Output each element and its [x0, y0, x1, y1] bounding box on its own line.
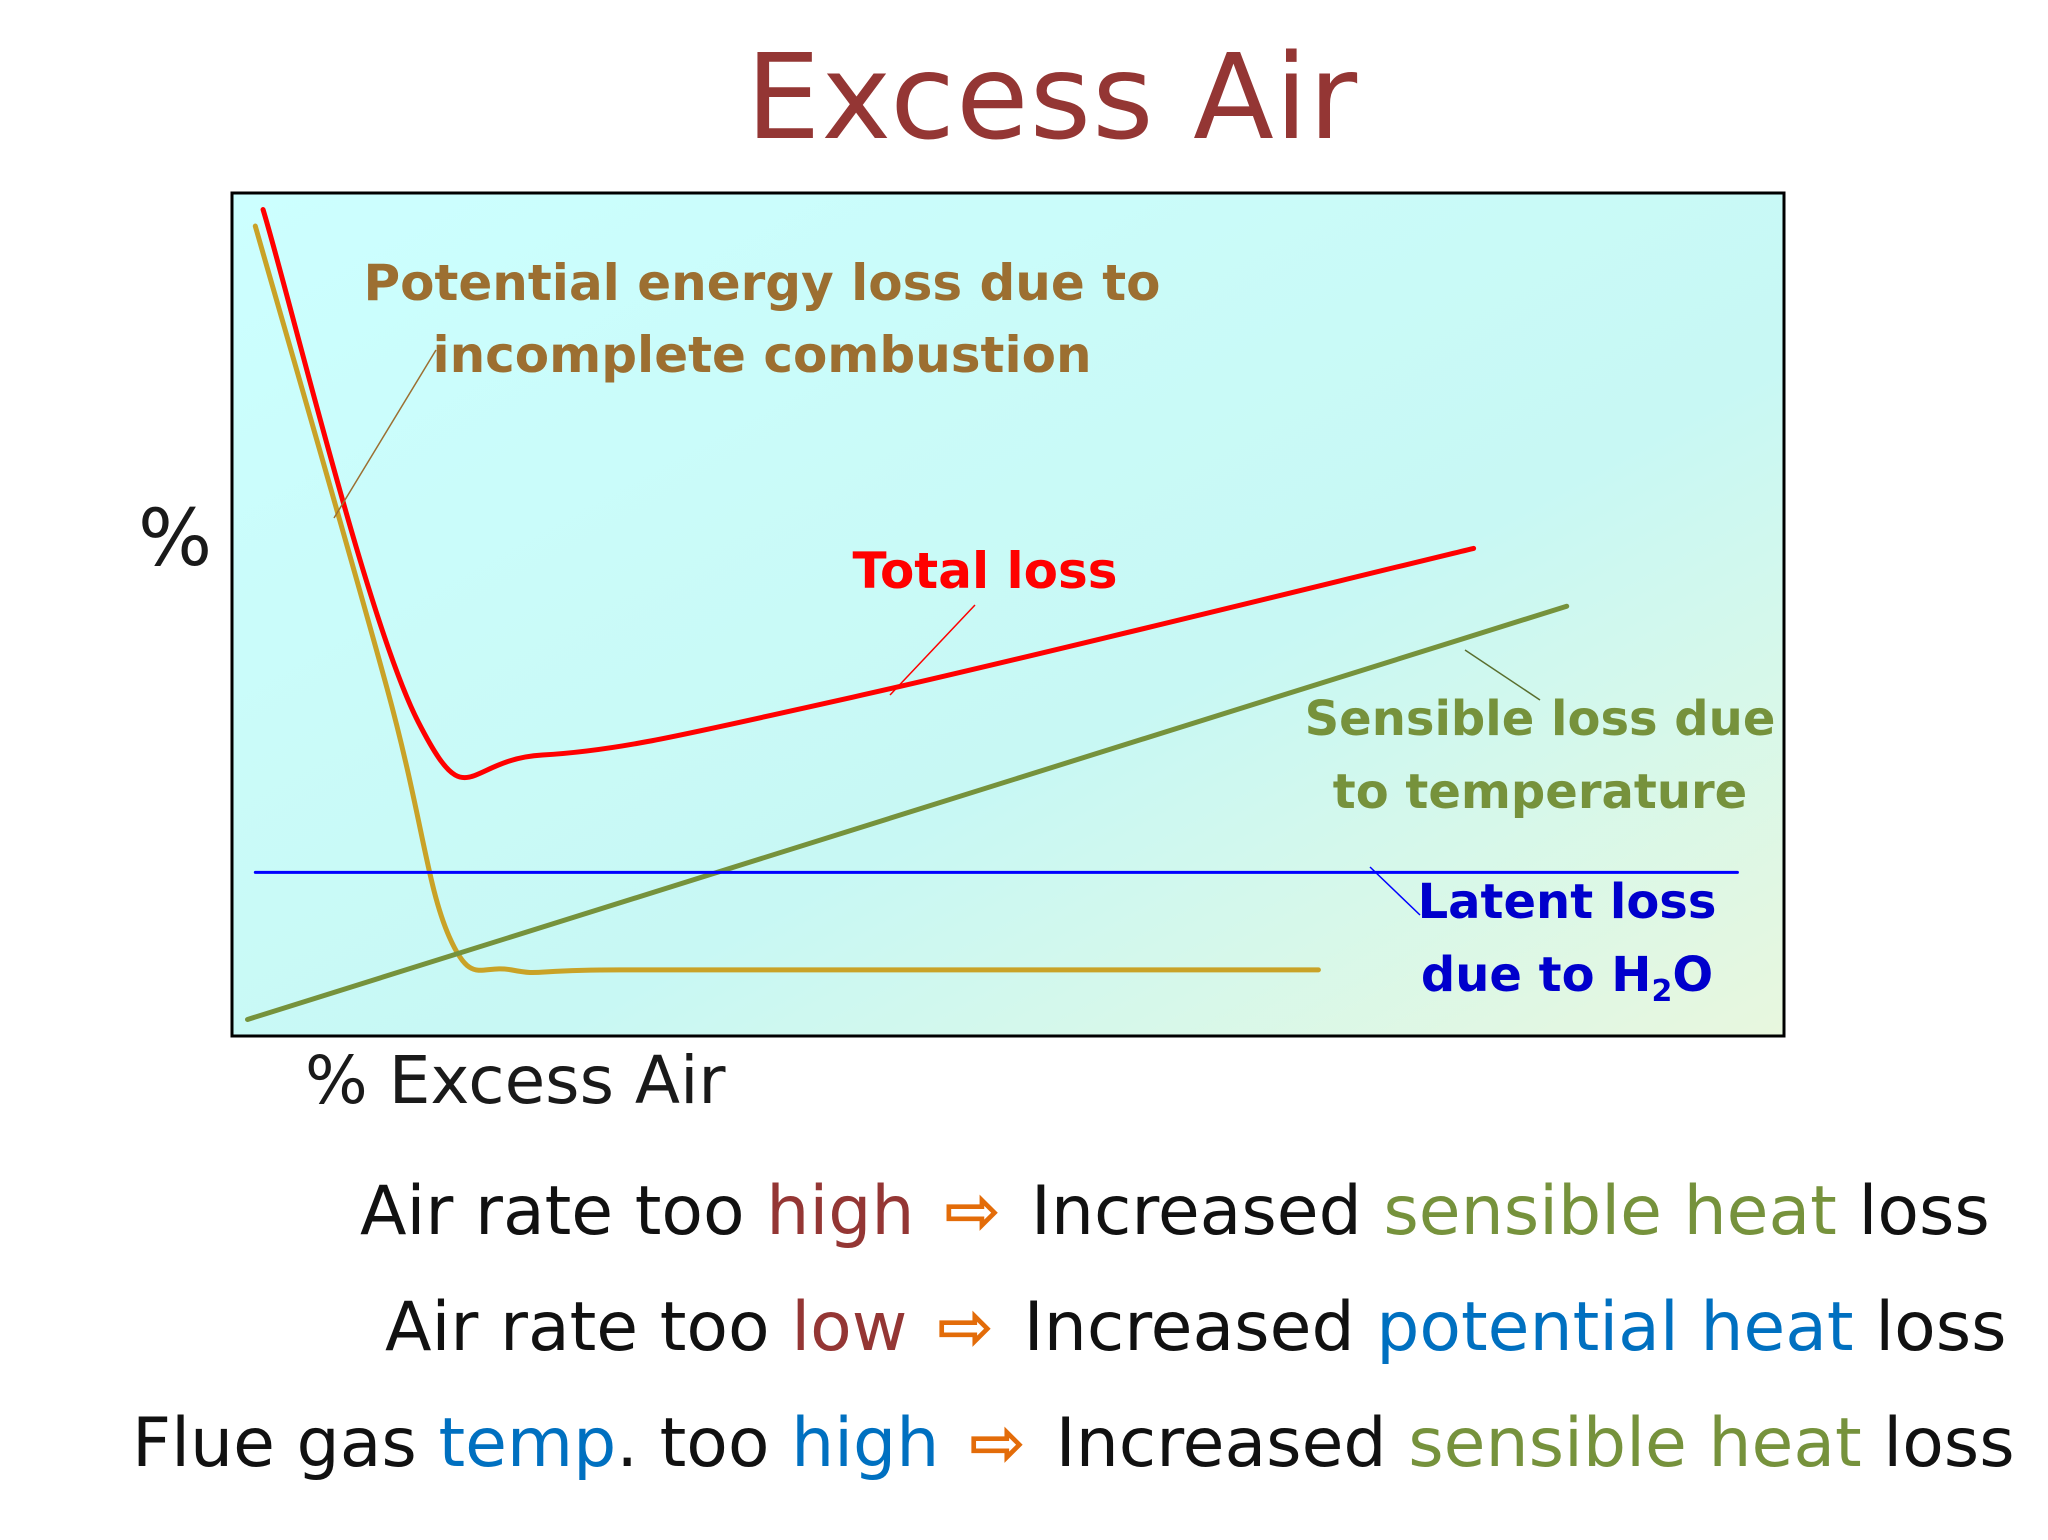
series-line-potential	[252, 223, 1321, 976]
arrow-icon: ⇨	[945, 1404, 1050, 1483]
summary-text: high	[791, 1404, 940, 1483]
series-label-sensible: Sensible loss due to temperature	[1305, 691, 1776, 820]
summary-text: sensible heat	[1408, 1404, 1862, 1483]
summary-text: Increased	[1055, 1404, 1409, 1483]
label-layer: Total loss Potential energy loss due to in…	[364, 254, 1776, 1009]
series-label-potential: Potential energy loss due to incomplete c…	[364, 254, 1161, 384]
series-label-total: Total loss	[852, 542, 1117, 600]
leader-line-sensible	[1464, 649, 1541, 701]
summary-text: Increased	[1023, 1288, 1377, 1367]
leader-line-total	[889, 604, 976, 696]
summary-text: high	[766, 1172, 915, 1251]
page-title: Excess Air	[745, 28, 1359, 166]
series-line-total	[260, 207, 1477, 781]
summary-text: Increased	[1030, 1172, 1384, 1251]
summary-text: low	[791, 1288, 908, 1367]
arrow-icon: ⇨	[920, 1172, 1025, 1251]
summary-text: sensible heat	[1383, 1172, 1837, 1251]
summary-text: Air rate too	[360, 1172, 767, 1251]
summary-line-1: Air rate too high ⇨ Increased sensible h…	[360, 1178, 1990, 1246]
summary-text: loss	[1853, 1288, 2007, 1367]
summary-text: loss	[1836, 1172, 1990, 1251]
summary-text: Air rate too	[385, 1288, 792, 1367]
summary-text: potential heat	[1376, 1288, 1854, 1367]
leader-line-latent	[1369, 866, 1421, 916]
summary-text: temp	[438, 1404, 617, 1483]
y-axis-label: %	[138, 494, 213, 584]
summary-text: loss	[1861, 1404, 2015, 1483]
summary-line-3: Flue gas temp. too high ⇨ Increased sens…	[132, 1410, 2015, 1478]
summary-line-2: Air rate too low ⇨ Increased potential h…	[385, 1294, 2007, 1362]
leader-layer	[333, 349, 1541, 916]
x-axis-label: % Excess Air	[305, 1042, 726, 1119]
series-label-latent: Latent loss due to H2O	[1418, 874, 1717, 1009]
summary-text: Flue gas	[132, 1404, 439, 1483]
arrow-icon: ⇨	[913, 1288, 1018, 1367]
series-line-sensible	[245, 603, 1570, 1022]
leader-line-potential	[333, 349, 437, 519]
plot-area	[230, 191, 1786, 1038]
series-layer	[245, 207, 1739, 1022]
summary-text: . too	[616, 1404, 792, 1483]
